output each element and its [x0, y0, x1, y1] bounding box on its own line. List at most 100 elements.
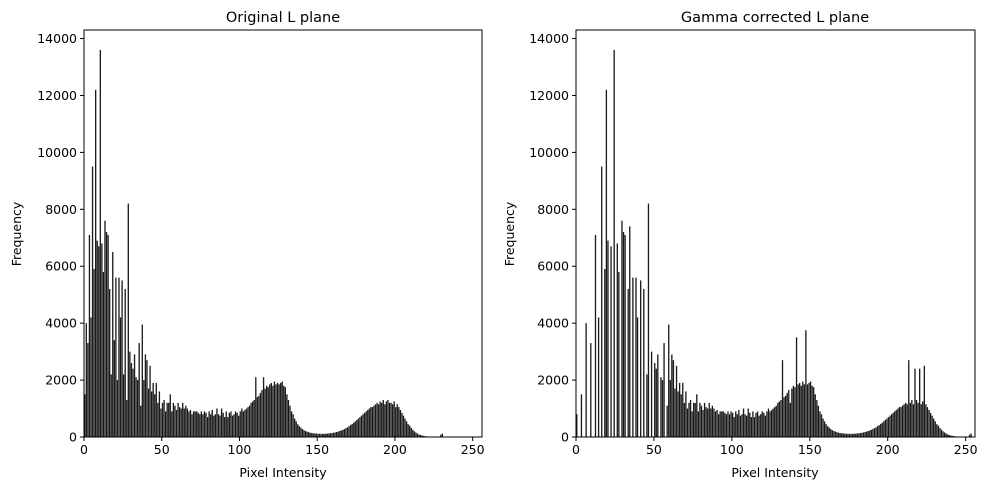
original-bar-102	[243, 411, 244, 437]
original-bar-19	[114, 340, 115, 437]
original-bar-76	[202, 414, 203, 437]
gamma-bar-56	[663, 343, 664, 437]
original-bar-42	[149, 366, 150, 437]
gamma-bar-144	[801, 386, 802, 437]
gamma-bar-102	[735, 411, 736, 437]
gamma-bar-30	[623, 232, 624, 437]
gamma-bar-137	[790, 403, 791, 437]
original-bar-110	[255, 377, 256, 437]
original-bar-49	[160, 409, 161, 437]
original-bar-113	[260, 393, 261, 437]
gamma-bar-186	[866, 432, 867, 437]
original-bar-108	[252, 401, 253, 437]
gamma-bar-182	[860, 433, 861, 437]
original-bar-205	[403, 416, 404, 437]
original-bar-94	[230, 411, 231, 437]
gamma-bar-232	[938, 426, 939, 437]
gamma-bar-126	[773, 409, 774, 437]
gamma-bar-212	[907, 404, 908, 437]
gamma-bar-6	[585, 323, 586, 437]
gamma-bar-55	[662, 380, 663, 437]
original-bar-2	[87, 343, 88, 437]
original-bar-133	[291, 411, 292, 437]
gamma-bar-29	[621, 221, 622, 437]
gamma-bar-205	[896, 410, 897, 437]
original-bar-50	[162, 403, 163, 437]
original-x-tick-label: 250	[461, 442, 485, 457]
gamma-bar-91	[718, 414, 719, 437]
gamma-bar-208	[900, 407, 901, 437]
original-y-tick-label: 6000	[45, 259, 77, 274]
original-bar-170	[348, 426, 349, 437]
gamma-bar-81	[702, 410, 703, 437]
original-bar-41	[148, 389, 149, 437]
gamma-bar-165	[833, 431, 834, 437]
gamma-bar-185	[864, 432, 865, 437]
original-bar-21	[117, 380, 118, 437]
gamma-bar-231	[936, 424, 937, 437]
gamma-bar-221	[921, 404, 922, 437]
original-bar-201	[397, 404, 398, 437]
original-bar-65	[185, 406, 186, 437]
original-bar-34	[137, 380, 138, 437]
original-bar-181	[366, 411, 367, 437]
gamma-bar-192	[875, 427, 876, 437]
gamma-bar-9	[590, 343, 591, 437]
gamma-bar-34	[629, 226, 630, 437]
original-bar-105	[247, 407, 248, 437]
gamma-bar-230	[935, 421, 936, 437]
gamma-bar-134	[785, 396, 786, 437]
original-bar-95	[232, 416, 233, 437]
gamma-chart-title: Gamma corrected L plane	[681, 10, 869, 26]
original-bar-67	[188, 411, 189, 437]
gamma-bar-181	[858, 433, 859, 437]
original-bar-47	[157, 403, 158, 437]
original-bar-51	[163, 400, 164, 437]
gamma-bar-52	[657, 354, 658, 437]
original-bar-86	[218, 414, 219, 437]
original-bar-66	[187, 409, 188, 437]
gamma-y-tick-label: 0	[561, 430, 569, 445]
original-bar-114	[261, 390, 262, 437]
gamma-bar-135	[787, 393, 788, 437]
original-bar-46	[156, 383, 157, 437]
original-bar-200	[395, 407, 396, 437]
gamma-bar-199	[886, 419, 887, 438]
original-x-tick-label: 50	[154, 442, 170, 457]
original-bar-204	[401, 413, 402, 437]
original-bar-141	[303, 430, 304, 437]
original-bar-123	[275, 384, 276, 437]
original-bar-106	[249, 406, 250, 437]
gamma-bar-159	[824, 421, 825, 437]
gamma-bar-201	[889, 416, 890, 437]
original-bar-54	[168, 403, 169, 437]
gamma-bar-71	[687, 409, 688, 437]
original-bar-111	[257, 397, 258, 437]
gamma-bar-108	[744, 414, 745, 437]
original-bar-27	[126, 400, 127, 437]
gamma-bar-101	[734, 417, 735, 437]
gamma-bar-60	[670, 380, 671, 437]
original-bar-104	[246, 409, 247, 437]
original-bar-125	[278, 384, 279, 437]
gamma-bar-183	[861, 433, 862, 437]
gamma-bar-227	[930, 413, 931, 437]
gamma-bar-75	[693, 403, 694, 437]
gamma-bar-84	[707, 409, 708, 437]
original-bar-15	[107, 235, 108, 437]
gamma-bar-45	[646, 374, 647, 437]
original-bar-162	[336, 432, 337, 437]
original-bar-184	[370, 407, 371, 437]
gamma-bar-151	[811, 386, 812, 437]
gamma-bar-194	[878, 425, 879, 437]
gamma-y-tick-label: 12000	[529, 88, 569, 103]
original-bar-82	[212, 410, 213, 437]
gamma-bar-3	[581, 394, 582, 437]
gamma-bar-131	[780, 400, 781, 437]
original-bar-37	[142, 325, 143, 437]
gamma-bar-64	[676, 366, 677, 437]
original-bar-10	[100, 50, 101, 437]
original-bar-48	[159, 391, 160, 437]
gamma-bar-206	[897, 409, 898, 437]
original-bar-137	[297, 424, 298, 437]
